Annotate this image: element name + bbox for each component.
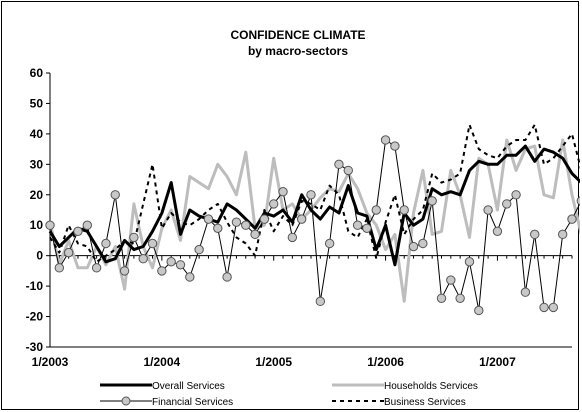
data-point	[436, 293, 447, 303]
data-point	[567, 214, 577, 224]
data-point	[175, 260, 186, 270]
series-line	[48, 138, 580, 303]
y-tick-label: 0	[36, 249, 43, 263]
data-point	[73, 226, 83, 237]
data-point	[54, 263, 65, 273]
data-point	[399, 205, 409, 215]
legend-entry: Overall Services	[100, 381, 225, 392]
data-point	[287, 232, 298, 243]
series-financial-services	[45, 135, 580, 316]
data-point	[241, 220, 251, 230]
legend-label: Overall Services	[152, 381, 225, 392]
series-overall-services	[48, 144, 580, 267]
x-tick-label: 1/2007	[479, 355, 516, 369]
data-point	[483, 205, 493, 215]
y-tick-label: 40	[30, 127, 44, 141]
legend-entry: Households Services	[332, 381, 478, 392]
data-point	[166, 257, 176, 267]
legend-label: Households Services	[384, 381, 478, 392]
data-point	[362, 223, 372, 233]
data-point	[390, 141, 400, 151]
data-point	[147, 238, 158, 249]
data-point	[446, 275, 456, 285]
y-tick-label: 10	[30, 218, 44, 232]
series-line	[48, 144, 580, 267]
data-point	[203, 214, 214, 224]
y-tick-label: 50	[30, 96, 44, 110]
data-point	[371, 205, 381, 215]
data-point	[129, 232, 139, 243]
series-line	[49, 139, 580, 311]
data-point	[315, 296, 326, 307]
legend-entry: Business Services	[332, 397, 466, 408]
y-tick-label: 20	[30, 188, 44, 202]
data-point	[82, 220, 92, 230]
y-tick-label: -30	[26, 340, 44, 354]
data-point	[530, 229, 540, 240]
legend-label: Business Services	[384, 397, 466, 408]
data-point	[576, 196, 580, 206]
chart-subtitle: by macro-sectors	[248, 44, 348, 58]
data-point	[45, 220, 55, 230]
legend-label: Financial Services	[152, 397, 233, 408]
data-point	[213, 223, 223, 233]
data-point	[492, 226, 503, 237]
x-tick-label: 1/2006	[367, 355, 404, 369]
data-point	[259, 214, 270, 224]
y-tick-label: -20	[26, 310, 44, 324]
data-point	[269, 199, 279, 209]
x-tick-label: 1/2003	[32, 355, 69, 369]
data-point	[157, 266, 167, 276]
x-tick-label: 1/2004	[144, 355, 181, 369]
series-households-services	[48, 138, 580, 303]
data-point	[91, 263, 102, 273]
data-point	[306, 190, 316, 200]
data-point	[194, 244, 204, 255]
data-point	[511, 190, 521, 200]
data-point	[380, 135, 391, 145]
data-point	[63, 247, 74, 258]
x-tick-label: 1/2005	[255, 355, 292, 369]
data-point	[101, 238, 111, 249]
data-point	[278, 187, 288, 197]
legend-entry: Financial Services	[100, 396, 233, 408]
data-point	[231, 217, 242, 227]
legend: Overall Services Households Services Finan…	[100, 381, 478, 408]
data-point	[352, 220, 363, 230]
data-point	[548, 302, 559, 313]
data-point	[474, 305, 484, 316]
chart-title: CONFIDENCE CLIMATE	[230, 28, 365, 42]
data-point	[520, 287, 531, 297]
axes: -30 -20 -10 0 10 20 30 40 50 60 1/2003 1/2004 1/2005…	[26, 66, 573, 369]
data-point	[418, 238, 428, 249]
data-point	[250, 229, 260, 240]
data-point	[138, 254, 148, 264]
data-point	[408, 241, 419, 252]
data-point	[222, 272, 232, 282]
data-point	[334, 159, 344, 170]
data-point	[296, 214, 307, 224]
data-point	[324, 238, 335, 249]
data-point	[539, 302, 549, 313]
data-point	[455, 293, 465, 303]
legend-marker	[121, 396, 131, 406]
y-tick-label: 60	[30, 66, 44, 80]
data-point	[343, 165, 353, 176]
data-point	[464, 257, 475, 267]
y-tick-label: 30	[30, 157, 44, 171]
data-point	[427, 196, 437, 206]
data-point	[502, 199, 512, 209]
data-point	[557, 229, 568, 240]
data-point	[185, 272, 195, 282]
data-point	[110, 190, 120, 200]
series-layer	[45, 123, 580, 316]
y-tick-label: -10	[26, 279, 44, 293]
data-point	[119, 266, 130, 276]
